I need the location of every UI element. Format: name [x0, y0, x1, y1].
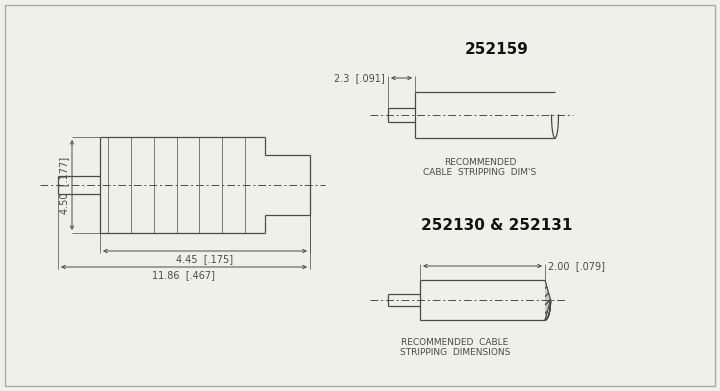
Text: CABLE  STRIPPING  DIM'S: CABLE STRIPPING DIM'S — [423, 168, 536, 177]
Text: RECOMMENDED  CABLE: RECOMMENDED CABLE — [401, 338, 508, 347]
Text: 4.45  [.175]: 4.45 [.175] — [176, 254, 233, 264]
PathPatch shape — [545, 280, 551, 320]
Text: 252159: 252159 — [465, 42, 529, 57]
Text: 11.86  [.467]: 11.86 [.467] — [153, 270, 215, 280]
Text: 252130 & 252131: 252130 & 252131 — [421, 218, 572, 233]
Text: 2.3  [.091]: 2.3 [.091] — [334, 73, 385, 83]
Text: STRIPPING  DIMENSIONS: STRIPPING DIMENSIONS — [400, 348, 510, 357]
Text: RECOMMENDED: RECOMMENDED — [444, 158, 516, 167]
Text: 2.00  [.079]: 2.00 [.079] — [548, 261, 605, 271]
Text: 4.50  [.177]: 4.50 [.177] — [59, 156, 69, 213]
